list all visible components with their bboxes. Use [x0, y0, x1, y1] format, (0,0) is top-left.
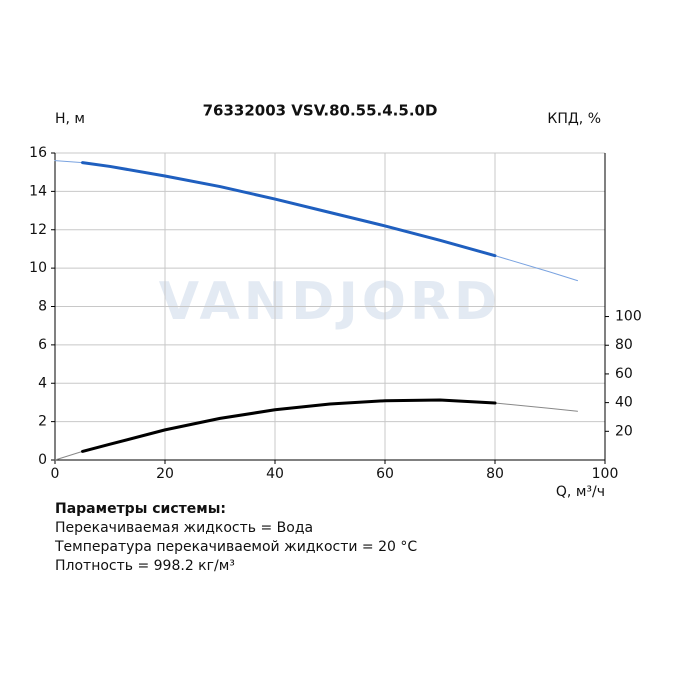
y-tick-label: 4: [38, 375, 47, 391]
x-tick-label: 40: [266, 466, 284, 482]
parameters: Параметры системы: Перекачиваемая жидкос…: [55, 500, 417, 576]
x-axis-label: Q, м³/ч: [556, 484, 605, 500]
y2-tick-label: 60: [615, 366, 633, 382]
curve: [54, 402, 578, 461]
parameters-title: Параметры системы:: [55, 501, 226, 517]
chart-title: 76332003 VSV.80.55.4.5.0D: [203, 102, 438, 120]
y2-tick-label: 20: [615, 423, 633, 439]
x-tick-label: 20: [156, 466, 174, 482]
y-tick-label: 6: [38, 337, 47, 353]
x-tick-label: 80: [486, 466, 504, 482]
y-tick-label: 8: [38, 299, 47, 315]
y-tick-label: 16: [29, 145, 47, 161]
watermark: VANDJORD: [159, 272, 501, 332]
parameter-line: Температура перекачиваемой жидкости = 20…: [55, 539, 418, 555]
y2-tick-label: 100: [615, 309, 642, 325]
curve: [54, 160, 578, 282]
y2-axis-label: КПД, %: [547, 111, 601, 127]
parameter-line: Перекачиваемая жидкость = Вода: [55, 520, 314, 536]
y-tick-label: 10: [29, 260, 47, 276]
x-tick-label: 60: [376, 466, 394, 482]
y-tick-label: 14: [29, 183, 47, 199]
y2-tick-label: 40: [615, 395, 633, 411]
y-tick-label: 2: [38, 414, 47, 430]
curve: [81, 161, 497, 258]
parameter-line: Плотность = 998.2 кг/м³: [55, 558, 235, 574]
curve: [81, 398, 497, 453]
y-tick-label: 12: [29, 222, 47, 238]
x-tick-label: 100: [592, 466, 619, 482]
x-tick-label: 0: [51, 466, 60, 482]
y-axis-label: H, м: [55, 111, 85, 127]
y2-tick-label: 80: [615, 337, 633, 353]
y-tick-label: 0: [38, 452, 47, 468]
